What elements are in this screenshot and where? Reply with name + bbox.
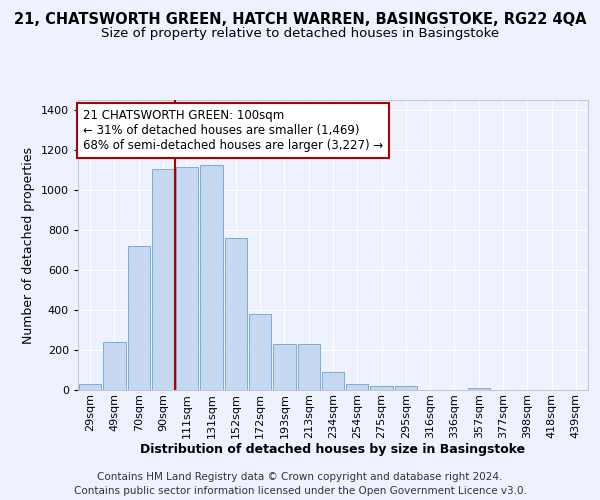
Bar xyxy=(467,388,490,390)
Text: Contains HM Land Registry data © Crown copyright and database right 2024.: Contains HM Land Registry data © Crown c… xyxy=(97,472,503,482)
Bar xyxy=(224,238,247,390)
Text: 21, CHATSWORTH GREEN, HATCH WARREN, BASINGSTOKE, RG22 4QA: 21, CHATSWORTH GREEN, HATCH WARREN, BASI… xyxy=(14,12,586,28)
Bar xyxy=(298,344,320,390)
Bar xyxy=(103,342,125,390)
Text: Distribution of detached houses by size in Basingstoke: Distribution of detached houses by size … xyxy=(140,442,526,456)
Y-axis label: Number of detached properties: Number of detached properties xyxy=(22,146,35,344)
Text: Size of property relative to detached houses in Basingstoke: Size of property relative to detached ho… xyxy=(101,28,499,40)
Bar xyxy=(176,167,199,390)
Bar xyxy=(395,386,417,390)
Bar xyxy=(346,384,368,390)
Bar xyxy=(128,246,150,390)
Bar xyxy=(370,386,393,390)
Text: Contains public sector information licensed under the Open Government Licence v3: Contains public sector information licen… xyxy=(74,486,526,496)
Text: 21 CHATSWORTH GREEN: 100sqm
← 31% of detached houses are smaller (1,469)
68% of : 21 CHATSWORTH GREEN: 100sqm ← 31% of det… xyxy=(83,108,383,152)
Bar xyxy=(273,344,296,390)
Bar xyxy=(322,372,344,390)
Bar xyxy=(79,384,101,390)
Bar xyxy=(249,314,271,390)
Bar xyxy=(152,169,174,390)
Bar xyxy=(200,165,223,390)
